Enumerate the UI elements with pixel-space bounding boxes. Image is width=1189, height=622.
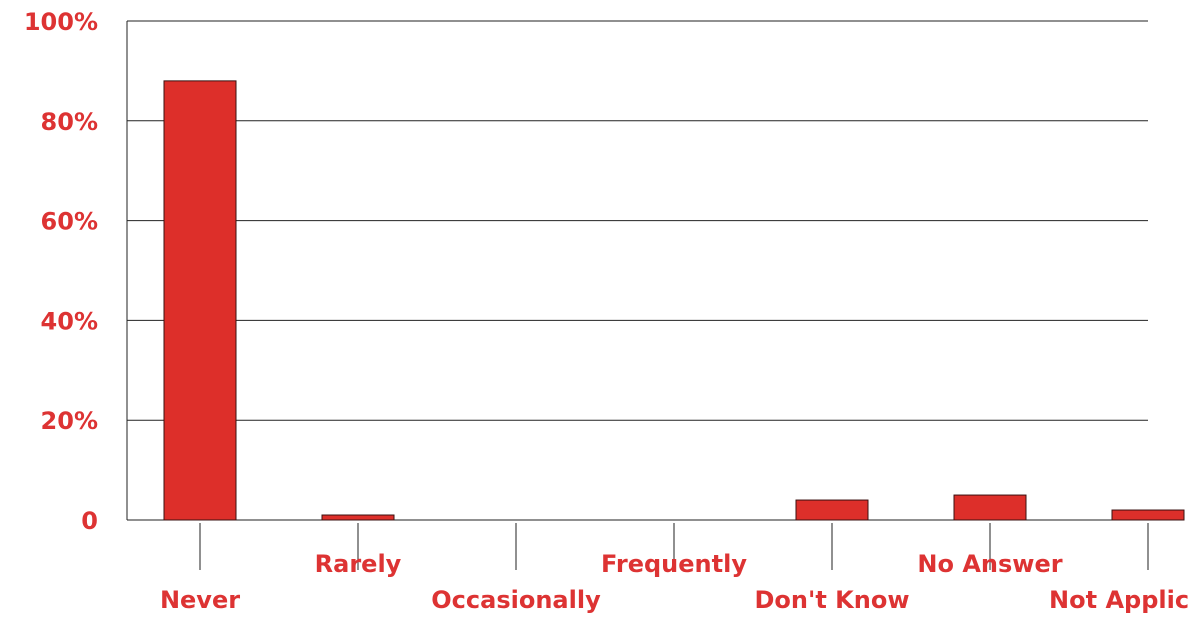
bar-no-answer	[953, 494, 1027, 521]
bars	[163, 80, 1185, 521]
gridlines	[127, 20, 1148, 421]
x-tick-label: No Answer	[917, 550, 1062, 578]
bar-never	[163, 80, 237, 521]
bar-not-applicable	[1111, 509, 1185, 521]
y-tick-label: 100%	[24, 8, 98, 36]
y-tick-label: 80%	[41, 108, 98, 136]
y-tick-label: 0	[81, 507, 98, 535]
y-tick-label: 40%	[41, 307, 98, 335]
x-tick-label: Don't Know	[754, 586, 909, 614]
x-tick-label: Occasionally	[431, 586, 601, 614]
x-tick-label: Rarely	[315, 550, 402, 578]
axes	[126, 21, 1149, 570]
y-tick-label: 20%	[41, 407, 98, 435]
x-tick-label: Frequently	[601, 550, 747, 578]
x-tick-label: Never	[160, 586, 240, 614]
y-tick-labels: 0 20% 40% 60% 80% 100%	[24, 8, 98, 535]
x-tick-label: Not Applicable	[1049, 586, 1189, 614]
y-tick-label: 60%	[41, 208, 98, 236]
bar-don-t-know	[795, 499, 869, 521]
bar-rarely	[321, 514, 395, 521]
